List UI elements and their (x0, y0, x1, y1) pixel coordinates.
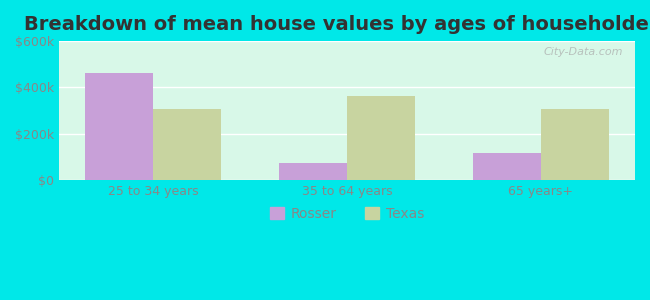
Bar (153, 110, 221, 180)
Bar (541, 110, 609, 180)
Bar (279, 163, 347, 180)
Title: Breakdown of mean house values by ages of householders: Breakdown of mean house values by ages o… (24, 15, 650, 34)
Bar (85, 73, 153, 180)
Bar (347, 96, 415, 180)
Legend: Rosser, Texas: Rosser, Texas (265, 201, 430, 226)
Text: City-Data.com: City-Data.com (544, 47, 623, 57)
Bar (473, 153, 541, 180)
